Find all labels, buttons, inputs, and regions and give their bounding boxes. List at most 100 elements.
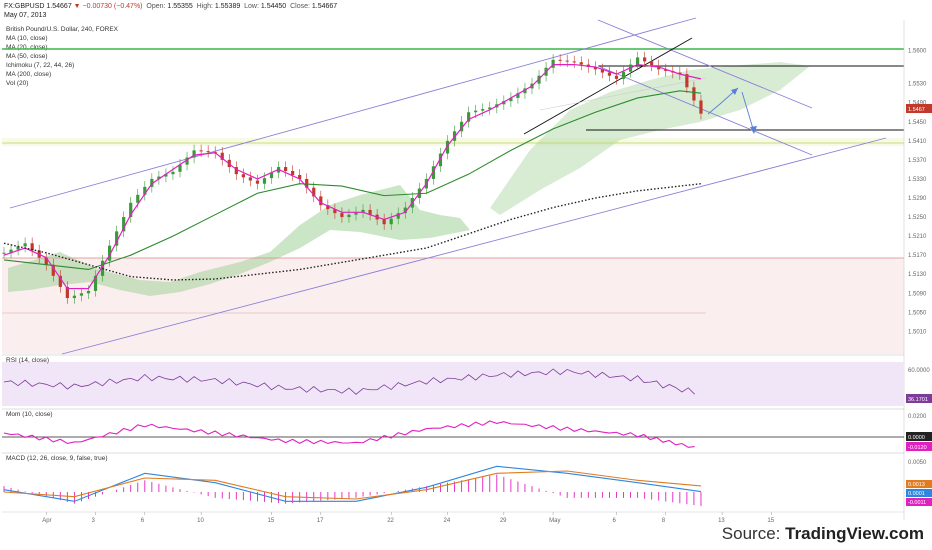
mom-tick: 0.0200 <box>908 414 927 420</box>
candle-body <box>122 217 126 232</box>
series-line-ma-200-close- <box>3 183 702 281</box>
legend-ma10[interactable]: MA (10, close) <box>6 35 48 42</box>
y-axis-ticks: 1.5600 1.5530 1.5490 1.5450 1.5410 1.5370 1.53… <box>908 48 927 335</box>
x-tick-label: 10 <box>197 518 204 524</box>
candle-body <box>460 121 464 132</box>
arrow-head-up-icon <box>731 88 738 95</box>
macd-badge-macd <box>906 489 932 497</box>
candle-body <box>9 249 13 253</box>
projection-arrow-down[interactable] <box>741 91 755 133</box>
channel-lower[interactable] <box>61 137 887 355</box>
candle-body <box>382 219 386 225</box>
series-lines-group <box>3 63 702 290</box>
candle-body <box>199 150 203 152</box>
y-tick-label: 1.5450 <box>908 120 927 126</box>
y-tick-label: 1.5600 <box>908 48 927 54</box>
descending-line-lower[interactable] <box>597 65 813 156</box>
y-tick-label: 1.5010 <box>908 329 927 335</box>
x-tick-label: 3 <box>92 518 96 524</box>
candle-body <box>248 177 252 181</box>
legend-ma20[interactable]: MA (20, close) <box>6 44 48 51</box>
macd-line-macd <box>3 465 702 502</box>
candle-body <box>643 57 647 62</box>
lower-zone-shade <box>2 258 904 354</box>
macd-title: MACD (12, 26, close, 9, false, true) <box>6 455 108 462</box>
candle-body <box>185 157 189 165</box>
x-tick-label: 22 <box>387 518 394 524</box>
candle-body <box>488 107 492 110</box>
candle-body <box>178 164 182 172</box>
y-tick-label: 1.5490 <box>908 101 927 107</box>
mom-title: Mom (10, close) <box>6 411 53 418</box>
candle-body <box>206 151 210 153</box>
x-tick-label: 15 <box>767 518 774 524</box>
high-label: High: <box>196 3 213 10</box>
support-zone-shade <box>2 138 904 146</box>
candle-body <box>445 140 450 154</box>
rsi-line <box>3 368 695 395</box>
y-tick-label: 1.5210 <box>908 234 927 240</box>
down-arrow-icon: ▼ <box>73 3 81 10</box>
candle-body <box>255 180 260 184</box>
candle-body <box>326 205 330 210</box>
high-value: 1.55389 <box>214 3 241 10</box>
series-line-ma-50-close- <box>3 90 702 271</box>
candle-body <box>509 97 513 102</box>
candle-body <box>650 61 654 66</box>
y-tick-label: 1.5330 <box>908 177 927 183</box>
candle-body <box>171 171 175 175</box>
candle-body <box>431 166 436 179</box>
series-line-ma-10-close- <box>3 63 702 290</box>
y-tick-label: 1.5410 <box>908 139 927 145</box>
arrow-head-down-icon <box>750 126 757 134</box>
candle-body <box>269 172 274 179</box>
candle-body <box>143 186 147 195</box>
x-tick-label: 8 <box>662 518 666 524</box>
last-price: 1.54667 <box>46 3 72 10</box>
channel-upper[interactable] <box>9 17 697 209</box>
legend-ma200[interactable]: MA (200, close) <box>6 71 52 78</box>
macd-badge-signal <box>906 480 932 488</box>
candle-body <box>572 61 576 63</box>
candle-body <box>389 218 393 225</box>
candle-body <box>593 66 597 70</box>
candle-body <box>108 245 112 261</box>
candle-body <box>368 209 372 215</box>
rsi-badge <box>906 394 932 403</box>
mom-line-group <box>3 420 695 448</box>
symbol: FX:GBPUSD <box>4 3 45 10</box>
price-badge-text: 1.5467 <box>908 107 925 113</box>
legend-vol[interactable]: Vol (20) <box>6 80 29 87</box>
trendline-grey[interactable] <box>539 77 707 111</box>
y-tick-label: 1.5130 <box>908 272 927 278</box>
candle-body <box>502 101 506 105</box>
candle-body <box>474 110 478 113</box>
legend-ichimoku[interactable]: Ichimoku (7, 22, 44, 26) <box>6 62 75 69</box>
candle-body <box>481 109 485 111</box>
ichimoku-cloud-2 <box>490 62 810 215</box>
candle-body <box>115 231 119 246</box>
descending-line-upper[interactable] <box>597 19 813 109</box>
legend-main[interactable]: British Pound/U.S. Dollar, 240, FOREX <box>6 26 118 33</box>
trendline-black[interactable] <box>523 37 693 135</box>
y-tick-label: 1.5250 <box>908 215 927 221</box>
candle-body <box>51 264 55 276</box>
x-tick-label: 29 <box>500 518 507 524</box>
rsi-line-group <box>3 368 695 395</box>
candle-body <box>558 59 562 61</box>
candle-body <box>157 176 161 179</box>
y-tick-label: 1.5530 <box>908 82 927 88</box>
source-credit[interactable]: Source: TradingView.com <box>722 524 924 544</box>
legend-ma50[interactable]: MA (50, close) <box>6 53 48 60</box>
projection-arrow-up[interactable] <box>707 87 739 115</box>
y-tick-label: 1.5370 <box>908 158 927 164</box>
candle-body <box>636 57 640 65</box>
candle-body <box>262 178 267 184</box>
candle-body <box>305 178 309 188</box>
macd-line-signal <box>3 470 702 500</box>
x-tick-label: 17 <box>317 518 324 524</box>
macd-tick: 0.0050 <box>908 460 927 466</box>
price-badge <box>906 104 932 113</box>
